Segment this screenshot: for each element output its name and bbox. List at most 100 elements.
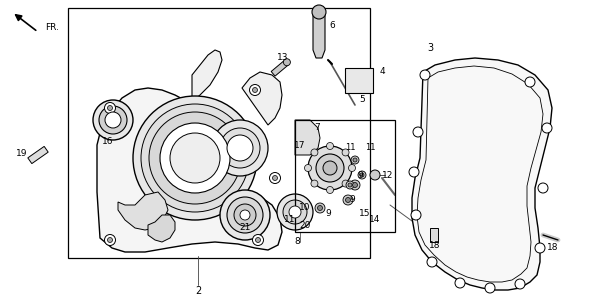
Circle shape [304, 165, 312, 172]
Text: 16: 16 [102, 138, 114, 147]
Circle shape [323, 161, 337, 175]
Circle shape [107, 105, 113, 110]
Circle shape [277, 194, 313, 230]
Circle shape [542, 123, 552, 133]
Circle shape [342, 180, 349, 187]
Text: 18: 18 [548, 244, 559, 253]
Circle shape [234, 204, 256, 226]
Text: 3: 3 [427, 43, 433, 53]
Circle shape [326, 142, 333, 150]
Text: 11: 11 [365, 144, 375, 153]
Circle shape [253, 234, 264, 246]
Polygon shape [148, 215, 175, 242]
Polygon shape [295, 120, 320, 155]
Polygon shape [192, 50, 222, 102]
Text: 5: 5 [359, 95, 365, 104]
Text: 9: 9 [325, 209, 331, 218]
Text: 4: 4 [379, 67, 385, 76]
Circle shape [535, 243, 545, 253]
Circle shape [283, 59, 290, 66]
Text: 20: 20 [299, 221, 311, 229]
Text: 19: 19 [17, 148, 28, 157]
Circle shape [350, 180, 360, 190]
Circle shape [370, 170, 380, 180]
Circle shape [227, 197, 263, 233]
Circle shape [283, 200, 307, 224]
Circle shape [326, 187, 333, 194]
Circle shape [317, 206, 323, 210]
Circle shape [358, 171, 366, 179]
Polygon shape [313, 8, 325, 58]
Polygon shape [97, 88, 282, 252]
Text: 18: 18 [430, 240, 441, 250]
Circle shape [538, 183, 548, 193]
Circle shape [240, 210, 250, 220]
Text: 9: 9 [349, 196, 355, 204]
Polygon shape [412, 58, 552, 290]
Circle shape [312, 5, 326, 19]
Circle shape [349, 165, 356, 172]
Bar [295, 120, 395, 232]
Circle shape [455, 278, 465, 288]
Circle shape [227, 135, 253, 161]
Polygon shape [118, 192, 168, 230]
Circle shape [427, 257, 437, 267]
Circle shape [515, 279, 525, 289]
Text: 17: 17 [294, 141, 306, 150]
Circle shape [133, 96, 257, 220]
Text: 8: 8 [294, 237, 300, 247]
Circle shape [352, 182, 358, 188]
Circle shape [289, 206, 301, 218]
Circle shape [351, 156, 359, 164]
Text: 9: 9 [357, 170, 363, 179]
Circle shape [149, 112, 241, 204]
Text: 11: 11 [345, 144, 355, 153]
Circle shape [270, 172, 280, 184]
Circle shape [220, 190, 270, 240]
Circle shape [411, 210, 421, 220]
Circle shape [353, 158, 357, 162]
Circle shape [420, 70, 430, 80]
Circle shape [255, 237, 261, 243]
Bar [430, 228, 438, 242]
Bar [345, 68, 373, 93]
Polygon shape [242, 72, 282, 125]
Text: 11: 11 [284, 216, 296, 225]
Circle shape [409, 167, 419, 177]
Circle shape [104, 103, 116, 113]
Circle shape [360, 173, 364, 177]
Circle shape [343, 195, 353, 205]
Circle shape [315, 203, 325, 213]
Circle shape [316, 154, 344, 182]
Circle shape [93, 100, 133, 140]
Circle shape [342, 149, 349, 156]
Polygon shape [28, 146, 48, 164]
Circle shape [253, 88, 257, 92]
Circle shape [273, 175, 277, 181]
Circle shape [308, 146, 352, 190]
Circle shape [311, 149, 318, 156]
Text: 2: 2 [195, 286, 201, 296]
Bar [68, 8, 370, 258]
Circle shape [212, 120, 268, 176]
Circle shape [348, 183, 352, 187]
Circle shape [107, 237, 113, 243]
Text: 13: 13 [277, 54, 289, 63]
Circle shape [170, 133, 220, 183]
Circle shape [250, 85, 261, 95]
Circle shape [346, 197, 350, 203]
Circle shape [104, 234, 116, 246]
Circle shape [413, 127, 423, 137]
Circle shape [99, 106, 127, 134]
Circle shape [346, 181, 354, 189]
Circle shape [141, 104, 249, 212]
Polygon shape [271, 60, 289, 76]
Text: FR.: FR. [45, 23, 59, 33]
Circle shape [311, 180, 318, 187]
Circle shape [525, 77, 535, 87]
Text: 6: 6 [329, 20, 335, 29]
Circle shape [220, 128, 260, 168]
Text: 15: 15 [359, 209, 371, 218]
Circle shape [160, 123, 230, 193]
Text: 21: 21 [240, 224, 251, 232]
